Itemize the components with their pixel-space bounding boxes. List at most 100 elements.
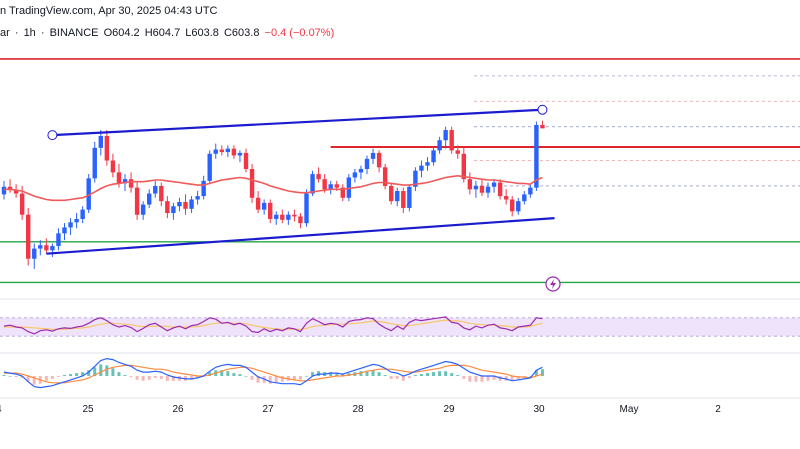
candle-body: [128, 179, 134, 188]
macd-histogram-bar: [81, 372, 85, 376]
candle-body: [455, 150, 460, 154]
x-tick-label: 28: [352, 404, 364, 415]
macd-histogram-bar: [153, 376, 157, 378]
chart-header: n TradingView.com, Apr 30, 2025 04:43 UT…: [0, 5, 217, 19]
candle-body: [177, 202, 182, 207]
macd-pane: [2, 357, 544, 389]
header-source-text: n TradingView.com, Apr 30, 2025 04:43 UT…: [0, 5, 218, 17]
macd-histogram-bar: [14, 376, 18, 377]
macd-histogram-bar: [413, 375, 417, 376]
macd-histogram-bar: [462, 376, 466, 379]
macd-histogram-bar: [20, 376, 24, 378]
candle-body: [340, 187, 345, 198]
candle-body: [286, 214, 291, 220]
candle-body: [268, 202, 273, 219]
macd-histogram-bar: [365, 371, 369, 376]
macd-histogram-bar: [444, 371, 448, 376]
macd-histogram-bar: [226, 371, 230, 376]
candle-body: [431, 150, 436, 163]
macd-histogram-bar: [208, 372, 212, 376]
candle-body: [503, 196, 509, 200]
macd-histogram-bar: [147, 376, 151, 380]
candle-body: [467, 179, 473, 190]
macd-histogram-bar: [540, 369, 544, 376]
macd-histogram-bar: [456, 375, 460, 376]
x-tick-label: 24: [0, 404, 2, 415]
macd-histogram-bar: [341, 374, 345, 376]
candle-body: [189, 199, 194, 209]
candle-body: [74, 218, 79, 223]
macd-histogram-bar: [474, 376, 478, 382]
close-value: C603.8: [223, 27, 260, 39]
candle-body: [479, 185, 485, 193]
candle-body: [225, 148, 231, 153]
candle-body: [50, 246, 55, 251]
open-value: O604.2: [103, 27, 140, 39]
high-value: H604.7: [144, 27, 181, 39]
macd-histogram-bar: [256, 376, 260, 383]
macd-histogram-bar: [528, 376, 532, 377]
macd-histogram-bar: [395, 376, 399, 379]
candle-body: [280, 214, 285, 220]
macd-histogram-bar: [426, 373, 429, 376]
macd-histogram-bar: [129, 376, 133, 377]
macd-histogram-bar: [244, 376, 248, 377]
macd-histogram-bar: [407, 376, 411, 378]
candle-body: [110, 160, 116, 173]
rsi-signal-line: [4, 319, 543, 330]
candle-body: [346, 177, 352, 198]
candle-body: [165, 201, 170, 214]
macd-histogram-bar: [26, 376, 30, 382]
symbol-tail: ar: [0, 27, 10, 39]
candle-body: [316, 174, 321, 180]
candle-body: [382, 167, 388, 186]
x-tick-label: 25: [82, 404, 94, 415]
x-tick-label: May: [620, 404, 639, 415]
upper-channel-line: [52, 108, 543, 137]
macd-histogram-bar: [50, 376, 54, 379]
macd-histogram-bar: [492, 376, 496, 380]
candle-body: [352, 172, 358, 178]
macd-histogram-bar: [159, 376, 163, 379]
macd-histogram-bar: [305, 376, 308, 377]
macd-histogram-bar: [63, 375, 66, 376]
time-axis: 24252627282930May23: [0, 404, 721, 415]
macd-histogram-bar: [292, 376, 296, 380]
macd-histogram-bar: [99, 364, 103, 376]
rsi-pane: [0, 316, 800, 337]
macd-histogram-bar: [87, 370, 91, 376]
candle-body: [528, 187, 533, 195]
macd-histogram-bar: [8, 376, 12, 377]
macd-histogram-bar: [117, 372, 121, 376]
candle-body: [86, 178, 91, 210]
macd-histogram-bar: [280, 376, 284, 382]
macd-histogram-bar: [190, 376, 194, 380]
macd-histogram-bar: [105, 365, 109, 376]
candle-body: [122, 179, 128, 184]
macd-histogram-bar: [238, 374, 242, 376]
candle-body: [497, 182, 503, 197]
candle-body: [80, 209, 85, 219]
macd-histogram-bar: [480, 376, 484, 382]
candle-body: [231, 148, 237, 156]
candle-body: [207, 153, 212, 181]
candle-body: [310, 174, 315, 194]
candle-body: [449, 130, 454, 151]
macd-histogram-bar: [438, 371, 442, 376]
candle-body: [401, 191, 406, 208]
candle-body: [104, 135, 110, 161]
macd-histogram-bar: [311, 372, 315, 376]
macd-histogram-bar: [377, 372, 381, 376]
candle-body: [7, 186, 13, 191]
trendlines: [46, 104, 555, 255]
candle-body: [219, 149, 224, 153]
macd-signal-line: [4, 364, 543, 384]
candle-body: [389, 185, 394, 202]
macd-histogram-bar: [383, 375, 387, 376]
candle-body: [473, 185, 479, 190]
candles: [1, 120, 545, 269]
moving-average: [4, 174, 543, 202]
candle-body: [413, 170, 418, 187]
candle-body: [328, 184, 333, 190]
